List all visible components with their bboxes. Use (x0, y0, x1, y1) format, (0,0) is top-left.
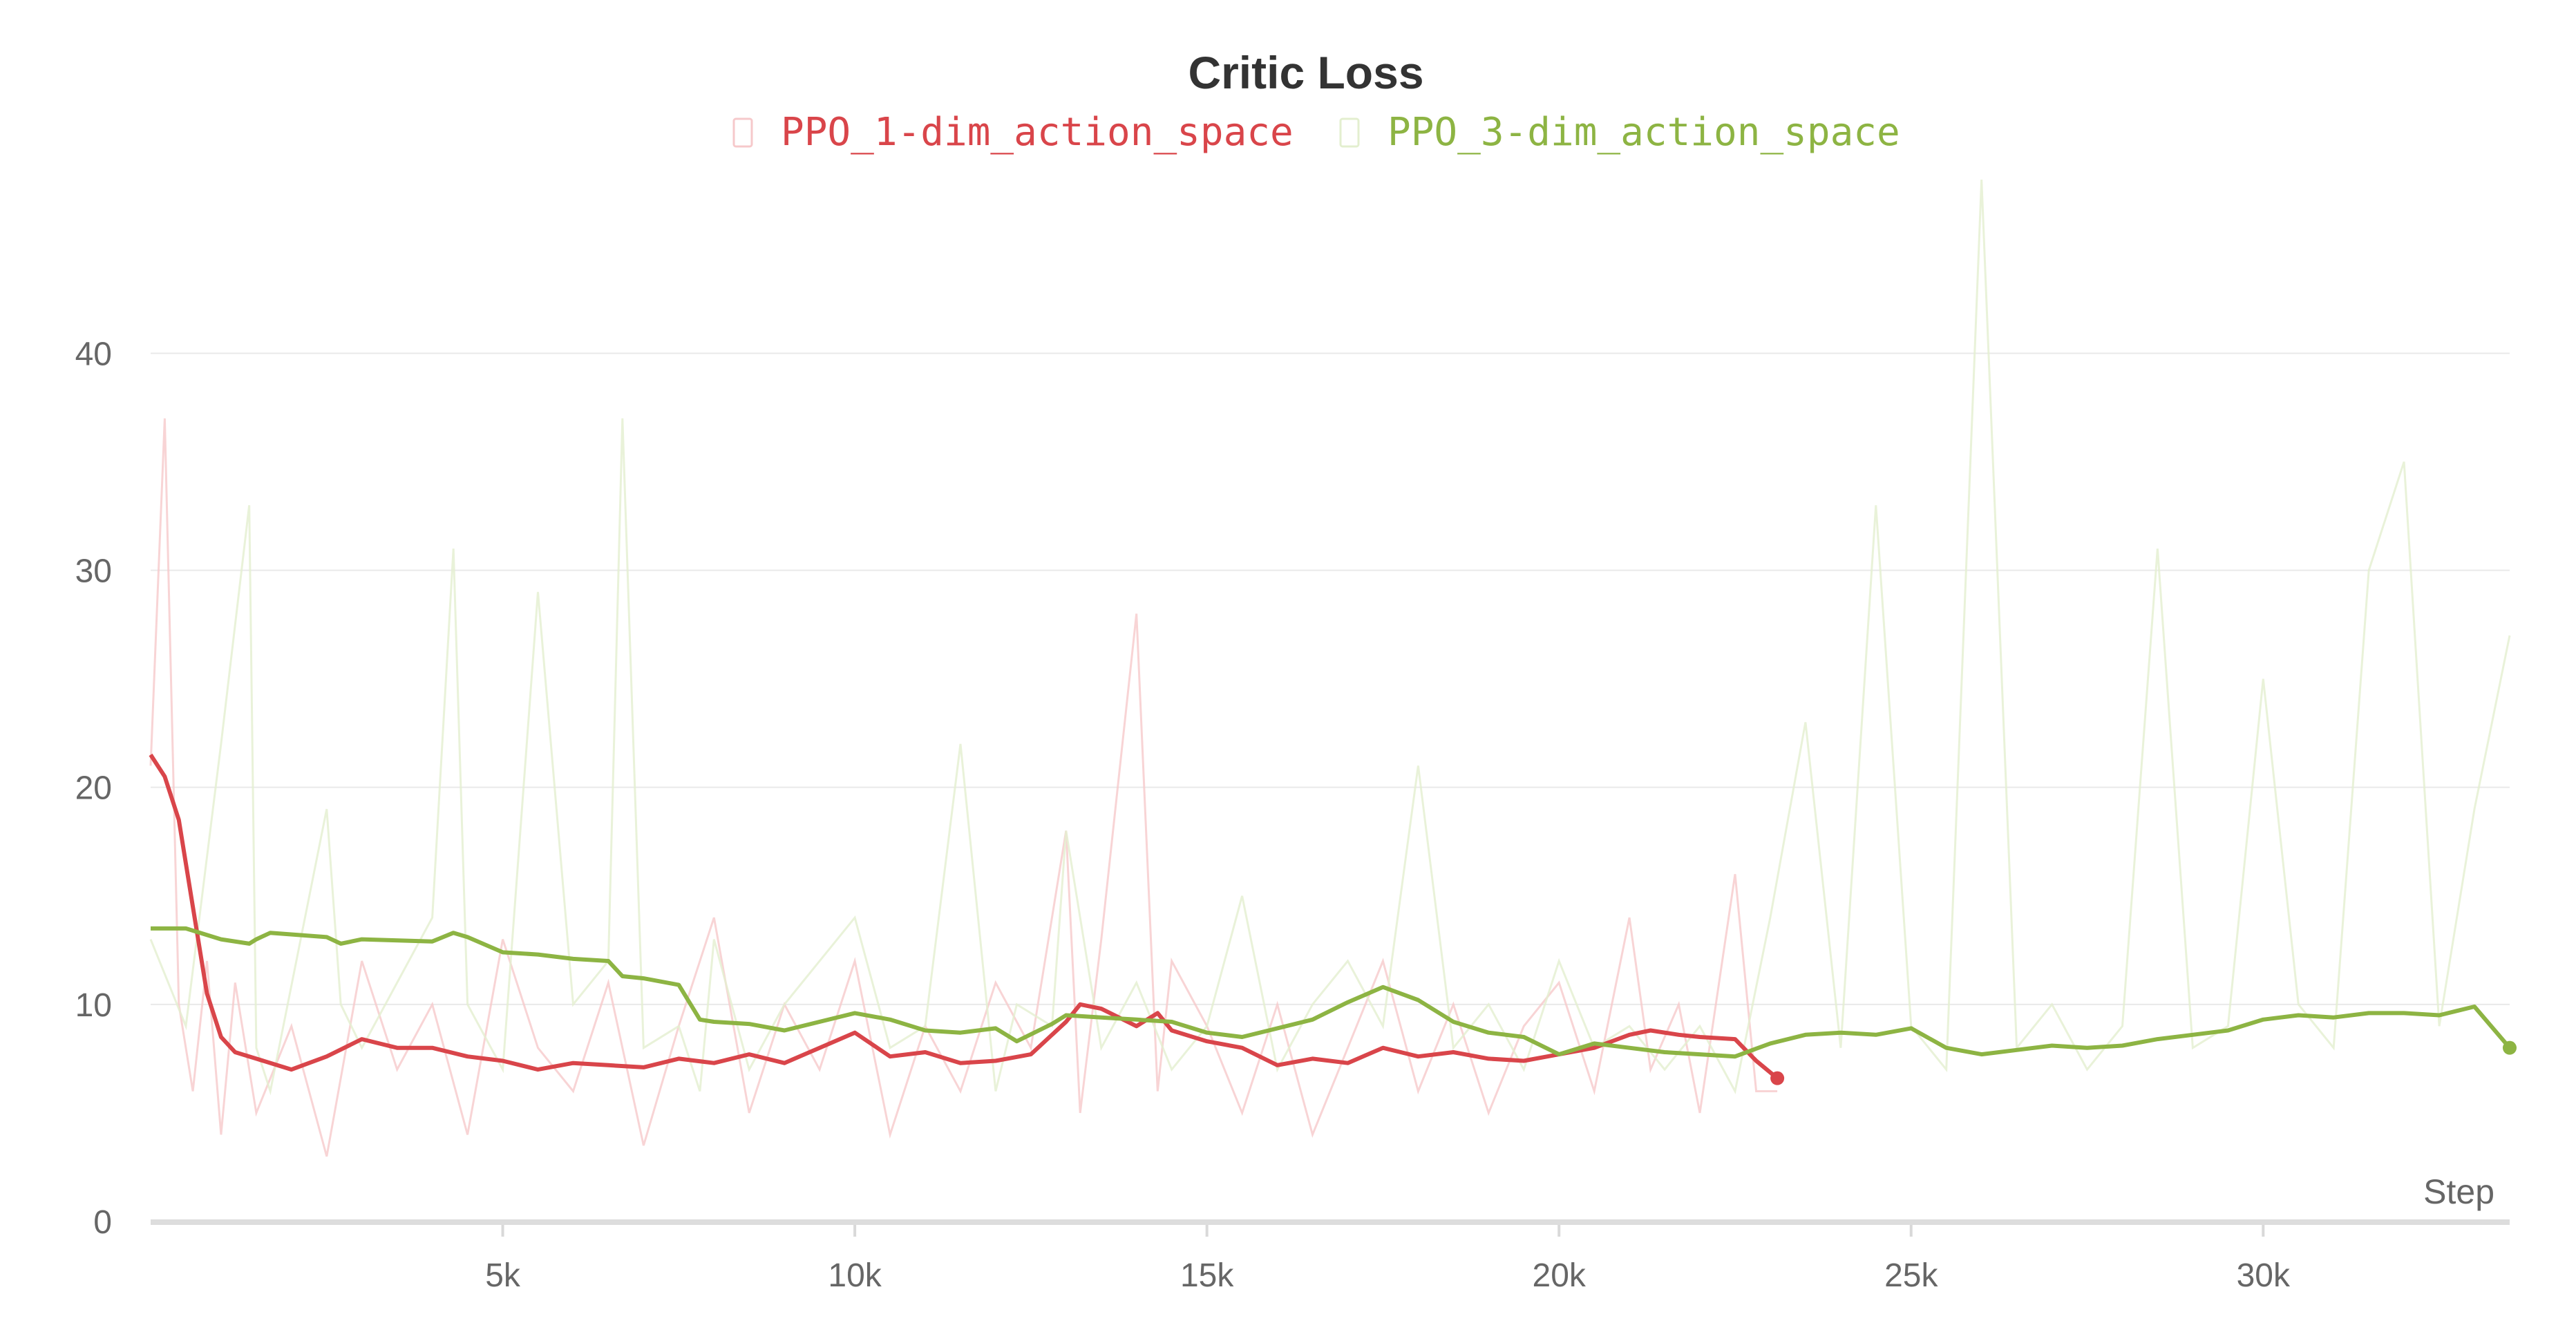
raw-series-line (149, 179, 2511, 1096)
smoothed-series-layer (149, 753, 2517, 1085)
legend-swatch[interactable] (1339, 117, 1360, 148)
grid-lines (151, 352, 2510, 1005)
legend-swatch[interactable] (732, 117, 753, 148)
x-tick-label: 10k (828, 1257, 882, 1294)
y-tick-label: 40 (75, 336, 112, 372)
y-tick-label: 0 (93, 1204, 112, 1241)
series-line[interactable] (149, 753, 1779, 1081)
x-tick-label: 15k (1180, 1257, 1234, 1294)
x-tick-label: 20k (1533, 1257, 1587, 1294)
y-tick-label: 30 (75, 553, 112, 590)
legend-label[interactable]: PPO_1-dim_action_space (781, 110, 1294, 155)
chart-title: Critic Loss (1188, 47, 1423, 98)
x-tick-label: 30k (2237, 1257, 2291, 1294)
x-tick-label: 5k (485, 1257, 521, 1294)
series-end-point[interactable] (1770, 1071, 1785, 1085)
series-end-point[interactable] (2503, 1040, 2517, 1055)
axis-ticks: 0 10 20 30 40 5k 10k 15k 20k 25k 30k (75, 336, 2291, 1294)
y-tick-label: 10 (75, 987, 112, 1024)
x-tick-label: 25k (1884, 1257, 1938, 1294)
legend[interactable]: PPO_1-dim_action_space PPO_3-dim_action_s… (732, 110, 1900, 155)
x-axis-label: Step (2423, 1172, 2494, 1211)
legend-label[interactable]: PPO_3-dim_action_space (1388, 110, 1900, 155)
raw-series-line (149, 418, 1778, 1157)
y-tick-label: 20 (75, 770, 112, 807)
series-line[interactable] (151, 926, 2512, 1059)
